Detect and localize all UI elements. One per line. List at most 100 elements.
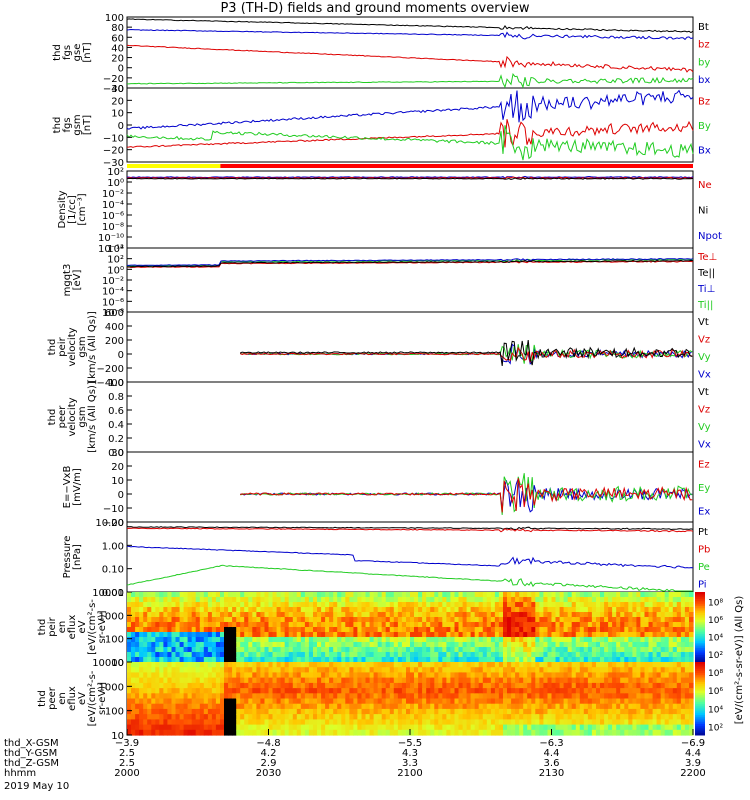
ylabel: sr-eV)] xyxy=(97,610,108,643)
ylabel: [nPa] xyxy=(72,544,83,570)
ylabel: en xyxy=(57,621,68,634)
xaxis-value: 2200 xyxy=(680,768,705,779)
panel-frame xyxy=(126,247,694,313)
ytick-label: 0 xyxy=(118,490,124,501)
ylabel: [eV] xyxy=(72,270,83,291)
ytick-label: 1.0 xyxy=(108,378,124,389)
ytick-label: 20 xyxy=(111,462,124,473)
colorbar-segment xyxy=(695,637,705,640)
ytick-label: −10 xyxy=(103,504,124,515)
colorbar-segment xyxy=(695,689,705,692)
series-pb xyxy=(126,527,694,533)
colorbar-segment xyxy=(695,662,705,665)
ytick-label: −30 xyxy=(103,158,124,169)
ylabel: peir xyxy=(57,336,68,356)
ytick-label: 0.2 xyxy=(108,434,124,445)
colorbar-segment xyxy=(695,700,705,703)
colorbar-segment xyxy=(695,718,705,721)
series-pt xyxy=(126,526,694,531)
colorbar-segment xyxy=(695,709,705,712)
colorbar-segment xyxy=(695,623,705,626)
panel-frame xyxy=(126,521,694,593)
ylabel: peir xyxy=(47,616,58,636)
ytick-label: −40 xyxy=(103,84,124,95)
colorbar-segment xyxy=(695,649,705,653)
colorbar-segment xyxy=(695,676,705,679)
xaxis-value: 4.3 xyxy=(402,748,418,759)
colorbar-segment xyxy=(695,658,705,661)
legend-entry: Bt xyxy=(698,22,709,33)
ylabel: velocity xyxy=(67,397,78,436)
series-ni xyxy=(126,177,694,181)
ytick-label: 30 xyxy=(111,448,124,459)
ytick-label: 0.6 xyxy=(108,406,124,417)
ylabel: [mV/m] xyxy=(72,468,83,506)
ylabel: sr-eV)] xyxy=(97,682,108,715)
ytick-label: 0.01 xyxy=(102,588,124,599)
ytick-label: 1000 xyxy=(99,611,124,622)
colorbar-segment xyxy=(695,641,705,644)
colorbar-segment xyxy=(695,727,705,730)
colorbar-segment xyxy=(695,593,705,597)
ylabel: peer xyxy=(47,686,58,710)
colorbar-segment xyxy=(695,597,705,600)
legend-entry: Bx xyxy=(698,146,711,157)
xaxis-value: 3.3 xyxy=(402,758,418,769)
ytick-label: 80 xyxy=(111,23,124,34)
ylabel: thd xyxy=(37,690,48,707)
xaxis-value: 4.2 xyxy=(261,748,277,759)
colorbar-tick: 10⁴ xyxy=(708,705,723,715)
ytick-label: 30 xyxy=(111,84,124,95)
ytick-label: 0.10 xyxy=(102,565,124,576)
ylabel: eV xyxy=(77,620,88,633)
ytick-label: 10⁻⁶ xyxy=(102,297,124,308)
ylabel: fgs xyxy=(62,45,73,60)
ytick-label: 10⁻¹² xyxy=(98,244,124,255)
legend-entry: Vt xyxy=(698,317,709,328)
ytick-label: 10⁻² xyxy=(102,276,124,287)
date-label: 2019 May 10 xyxy=(4,781,69,792)
legend-entry: By xyxy=(698,121,711,132)
ytick-label: 1000 xyxy=(99,682,124,693)
colorbar-segment xyxy=(695,628,705,632)
series-bx xyxy=(126,28,694,41)
colorbar-segment xyxy=(695,634,705,637)
series-npot xyxy=(126,175,694,179)
colorbar-segment xyxy=(695,663,705,667)
ytick-label: 40 xyxy=(111,43,124,54)
series-by xyxy=(127,72,694,89)
colorbar-segment xyxy=(695,644,705,647)
xaxis-value: 2.5 xyxy=(119,758,135,769)
legend-entry: by xyxy=(698,57,710,68)
ylabel: gse xyxy=(72,44,83,62)
legend-entry: Te⊥ xyxy=(697,252,717,263)
xaxis-value: −4.8 xyxy=(256,738,280,749)
ylabel: [1/cc] xyxy=(67,195,78,224)
series-vt xyxy=(239,340,693,366)
ylabel: thd xyxy=(52,117,63,134)
xaxis-row-label: thd_Y-GSM xyxy=(4,748,57,759)
electron-spectrogram xyxy=(127,662,694,736)
ytick-label: 10⁰ xyxy=(107,178,124,189)
legend-entry: bz xyxy=(698,40,710,51)
xaxis-value: 2030 xyxy=(256,768,281,779)
legend-entry: Te|| xyxy=(697,268,715,279)
legend-entry: Vz xyxy=(698,404,710,415)
colorbar-segment xyxy=(695,660,705,663)
ylabel: thd xyxy=(47,409,58,426)
colorbar-segment xyxy=(695,733,705,736)
colorbar-segment xyxy=(695,673,705,676)
xaxis-value: −6.9 xyxy=(681,738,705,749)
colorbar-segment xyxy=(695,625,705,628)
colorbar-segment xyxy=(695,618,705,621)
ytick-label: 600 xyxy=(105,308,124,319)
legend-entry: Pb xyxy=(698,544,710,555)
series-by xyxy=(126,125,694,161)
legend-entry: Pe xyxy=(698,562,710,573)
series-ne xyxy=(126,176,694,180)
colorbar-segment xyxy=(695,614,705,618)
colorbar-segment xyxy=(695,602,705,605)
series-ez xyxy=(240,478,693,513)
colorbar-segment xyxy=(695,611,705,614)
colorbar-segment xyxy=(695,704,705,707)
